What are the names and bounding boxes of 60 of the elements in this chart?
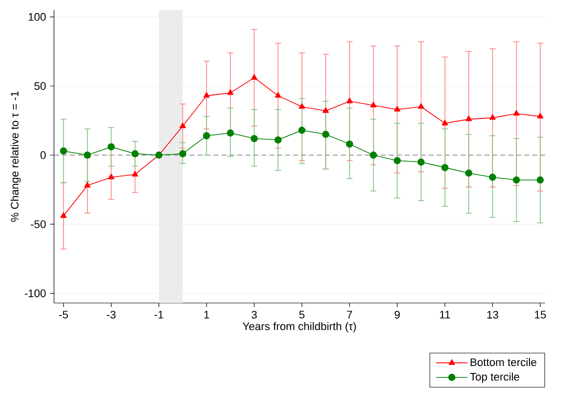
point <box>394 106 400 112</box>
x-tick-label: 7 <box>347 310 352 318</box>
point <box>179 150 186 158</box>
x-axis-title: Years from childbirth (τ) <box>242 322 356 332</box>
point <box>466 116 472 122</box>
point <box>60 147 68 155</box>
x-tick-label: 15 <box>534 310 546 318</box>
point <box>108 143 115 150</box>
point <box>251 74 258 80</box>
x-tick-label: -5 <box>59 310 68 318</box>
point <box>512 176 520 184</box>
point <box>346 98 353 104</box>
point <box>442 120 448 126</box>
x-tick-label: 3 <box>252 310 257 319</box>
x-tick-label: 9 <box>394 310 400 319</box>
point <box>203 92 210 98</box>
point <box>537 112 544 118</box>
point <box>250 134 258 142</box>
point <box>488 174 496 181</box>
point <box>274 92 282 98</box>
point <box>298 103 306 109</box>
point <box>370 152 377 159</box>
x-tick-label: 5 <box>299 310 304 318</box>
point <box>370 102 377 108</box>
point <box>394 157 401 164</box>
y-axis-title: % Change relative to τ = -1 <box>10 91 21 222</box>
y-tick-label: -100 <box>24 289 46 298</box>
x-tick-label: -3 <box>106 310 116 319</box>
point <box>346 140 354 148</box>
point <box>131 150 139 158</box>
y-tick-label: 100 <box>28 13 46 21</box>
point <box>298 126 306 134</box>
point <box>108 174 114 180</box>
point <box>465 170 472 177</box>
point <box>274 136 282 144</box>
point <box>202 132 210 140</box>
x-tick-label: 11 <box>440 310 450 318</box>
x-tick-label: 1 <box>204 310 210 318</box>
point <box>441 164 448 172</box>
legend-label: Bottom tercile <box>470 358 536 366</box>
point <box>60 212 67 218</box>
point <box>84 182 91 188</box>
point <box>132 170 138 176</box>
point <box>417 158 425 166</box>
point <box>84 152 91 159</box>
point <box>322 107 329 113</box>
point <box>513 110 520 116</box>
point <box>418 103 424 109</box>
y-tick-label: 0 <box>40 151 46 159</box>
point <box>227 89 234 95</box>
y-tick-label: 50 <box>34 82 46 90</box>
point <box>536 176 544 184</box>
point <box>489 114 496 120</box>
y-tick-label: -50 <box>30 220 46 228</box>
point <box>322 130 330 138</box>
point <box>226 129 234 137</box>
point <box>180 122 186 128</box>
legend-label: Top tercile <box>470 372 520 383</box>
x-tick-label: 13 <box>487 310 498 319</box>
x-tick-label: -1 <box>154 310 164 318</box>
